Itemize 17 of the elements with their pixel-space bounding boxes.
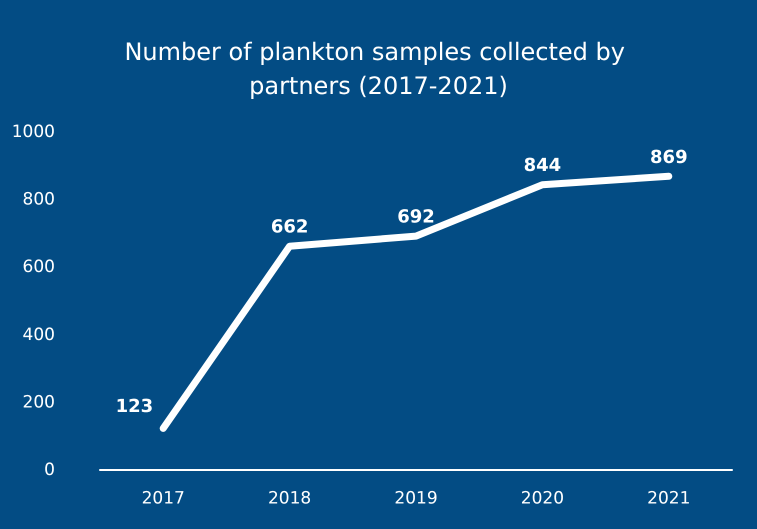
x-tick-label: 2021 xyxy=(647,488,690,508)
y-tick-label: 1000 xyxy=(12,122,55,142)
x-tick-label: 2017 xyxy=(142,488,185,508)
data-label: 662 xyxy=(270,216,308,238)
y-tick-label: 400 xyxy=(22,324,55,345)
y-tick-label: 600 xyxy=(22,257,55,278)
x-tick-label: 2019 xyxy=(394,488,438,508)
y-tick-label: 800 xyxy=(22,190,55,210)
x-tick-label: 2018 xyxy=(268,488,312,508)
data-label: 692 xyxy=(397,206,435,228)
y-tick-label: 0 xyxy=(44,460,55,480)
data-label: 869 xyxy=(650,146,688,168)
data-label: 123 xyxy=(116,396,154,417)
chart-title: Number of plankton samples collected by partners (2017-2021) xyxy=(124,38,633,100)
y-tick-label: 200 xyxy=(22,392,55,412)
x-tick-label: 2020 xyxy=(520,488,564,508)
data-label: 844 xyxy=(524,155,562,176)
